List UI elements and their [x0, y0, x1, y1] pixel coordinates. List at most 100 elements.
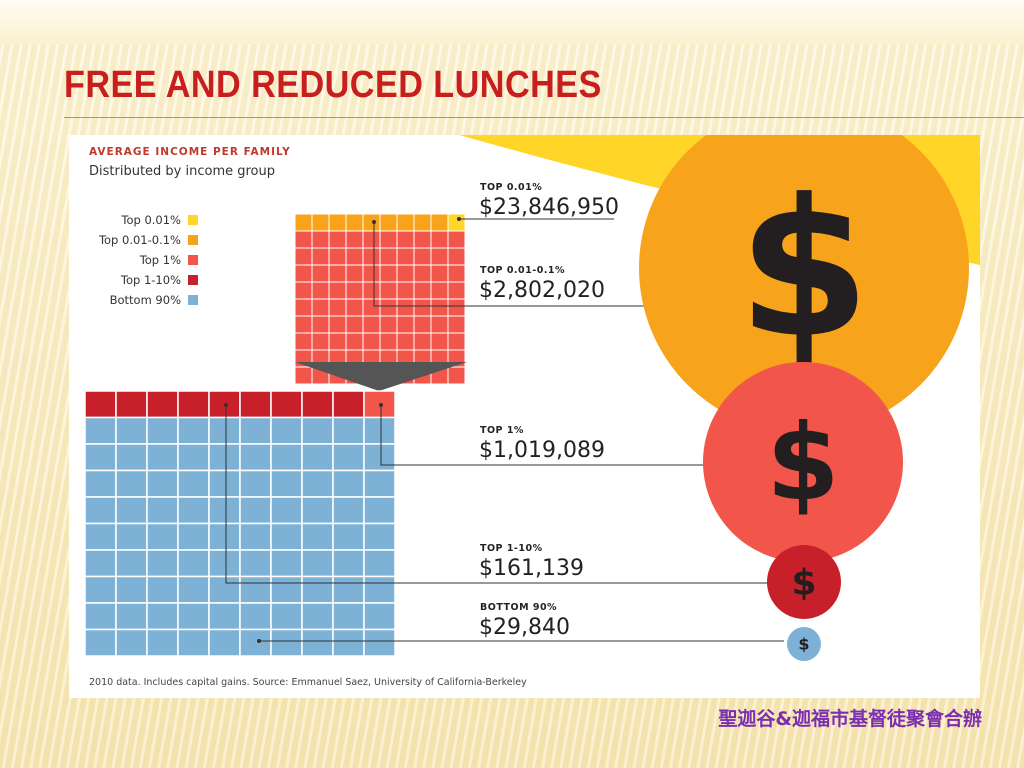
- zoom-funnel: [295, 362, 467, 391]
- large-grid-cell: [270, 628, 303, 657]
- dollar-icon: $: [738, 159, 870, 380]
- small-grid-cell: [396, 298, 415, 317]
- legend-swatch: [188, 235, 198, 245]
- small-grid-cell: [379, 213, 398, 232]
- small-grid-cell: [294, 332, 313, 351]
- large-grid-cell: [115, 602, 148, 631]
- value-label: $2,802,020: [479, 278, 605, 303]
- small-grid-cell: [345, 315, 364, 334]
- small-grid-cell: [345, 213, 364, 232]
- large-grid-cell: [146, 549, 179, 578]
- large-grid-cell: [84, 575, 117, 604]
- small-grid-cell: [362, 264, 381, 283]
- dollar-circles: $ $ $ $: [639, 135, 969, 661]
- large-grid-cell: [239, 575, 272, 604]
- small-grid-cell: [362, 298, 381, 317]
- small-grid-cell: [396, 281, 415, 300]
- small-grid-cell: [396, 213, 415, 232]
- small-grid-cell: [328, 332, 347, 351]
- large-grid-cell: [208, 443, 241, 472]
- large-grid-cell: [239, 416, 272, 445]
- small-grid-cell: [447, 264, 466, 283]
- income-chart: AVERAGE INCOME PER FAMILY Distributed by…: [84, 135, 980, 688]
- large-grid-cell: [177, 390, 210, 419]
- large-grid-cell: [115, 496, 148, 525]
- large-grid-cell: [270, 443, 303, 472]
- small-grid-cell: [311, 213, 330, 232]
- large-grid-cell: [270, 416, 303, 445]
- large-grid-cell: [208, 496, 241, 525]
- large-grid-cell: [84, 469, 117, 498]
- large-grid-cell: [332, 522, 365, 551]
- small-grid-cell: [396, 230, 415, 249]
- large-grid-cell: [239, 443, 272, 472]
- large-grid-cell: [270, 522, 303, 551]
- large-grid-cell: [239, 628, 272, 657]
- large-grid-cell: [301, 575, 334, 604]
- small-grid-cell: [311, 247, 330, 266]
- small-grid-cell: [328, 281, 347, 300]
- large-grid-cell: [177, 575, 210, 604]
- large-grid-cell: [239, 390, 272, 419]
- group-label: BOTTOM 90%: [480, 602, 557, 613]
- large-grid-cell: [301, 522, 334, 551]
- large-grid-cell: [177, 602, 210, 631]
- small-grid-cell: [447, 298, 466, 317]
- large-grid-cell: [301, 469, 334, 498]
- large-grid-cell: [332, 602, 365, 631]
- small-grid-cell: [413, 230, 432, 249]
- large-grid-cell: [146, 443, 179, 472]
- small-grid-cell: [294, 230, 313, 249]
- small-grid-cell: [447, 281, 466, 300]
- small-grid-cell: [379, 315, 398, 334]
- small-grid-cell: [362, 247, 381, 266]
- small-grid-cell: [447, 247, 466, 266]
- small-grid-cell: [396, 332, 415, 351]
- large-grid-cell: [84, 628, 117, 657]
- small-grid-cell: [311, 264, 330, 283]
- large-grid-cell: [115, 390, 148, 419]
- small-grid-cell: [311, 332, 330, 351]
- legend-label: Top 1-10%: [120, 273, 181, 287]
- large-grid-cell: [177, 549, 210, 578]
- large-grid-cell: [363, 522, 396, 551]
- small-grid-cell: [430, 247, 449, 266]
- connector-dot: [379, 403, 383, 407]
- large-grid-cell: [363, 628, 396, 657]
- small-grid-cell: [413, 264, 432, 283]
- small-grid-cell: [430, 213, 449, 232]
- large-grid-cell: [239, 522, 272, 551]
- header-band: [0, 0, 1024, 44]
- large-grid-cell: [332, 443, 365, 472]
- large-grid-cell: [208, 549, 241, 578]
- connector-line: [225, 405, 769, 584]
- large-grid-cell: [177, 522, 210, 551]
- small-grid-cell: [294, 281, 313, 300]
- small-grid-cell: [294, 247, 313, 266]
- large-grid-cell: [270, 602, 303, 631]
- large-grid-cell: [270, 469, 303, 498]
- large-grid-cell: [363, 469, 396, 498]
- small-grid-cell: [328, 247, 347, 266]
- large-grid-cell: [332, 390, 365, 419]
- small-grid-cell: [447, 366, 466, 385]
- large-grid-cell: [115, 443, 148, 472]
- small-grid-cell: [294, 366, 313, 385]
- small-grid-cell: [396, 264, 415, 283]
- group-label: TOP 0.01%: [480, 182, 542, 193]
- large-grid-cell: [84, 416, 117, 445]
- small-grid-cell: [447, 230, 466, 249]
- large-grid-cell: [208, 575, 241, 604]
- large-grid-cell: [115, 522, 148, 551]
- small-grid-cell: [396, 315, 415, 334]
- large-grid-cell: [239, 549, 272, 578]
- large-grid-cell: [208, 602, 241, 631]
- dollar-circle: [703, 362, 903, 562]
- small-grid-cell: [379, 332, 398, 351]
- large-grid-cell: [301, 549, 334, 578]
- large-grid-cell: [146, 522, 179, 551]
- large-grid-cell: [84, 602, 117, 631]
- small-grid-cell: [311, 298, 330, 317]
- large-grid-cell: [332, 575, 365, 604]
- small-waffle-grid: [294, 213, 466, 385]
